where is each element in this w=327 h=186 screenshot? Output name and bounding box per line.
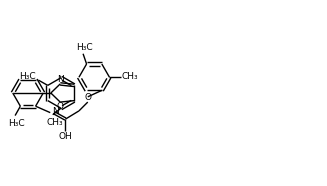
Text: O: O [85, 94, 92, 102]
Text: CH₃: CH₃ [46, 118, 63, 127]
Text: H₃C: H₃C [19, 72, 36, 81]
Text: O: O [56, 102, 63, 111]
Text: H₃C: H₃C [9, 119, 25, 128]
Text: CH₃: CH₃ [122, 72, 138, 81]
Text: N: N [57, 75, 64, 84]
Text: N: N [53, 107, 59, 116]
Text: H₃C: H₃C [77, 43, 93, 52]
Text: OH: OH [59, 132, 72, 141]
